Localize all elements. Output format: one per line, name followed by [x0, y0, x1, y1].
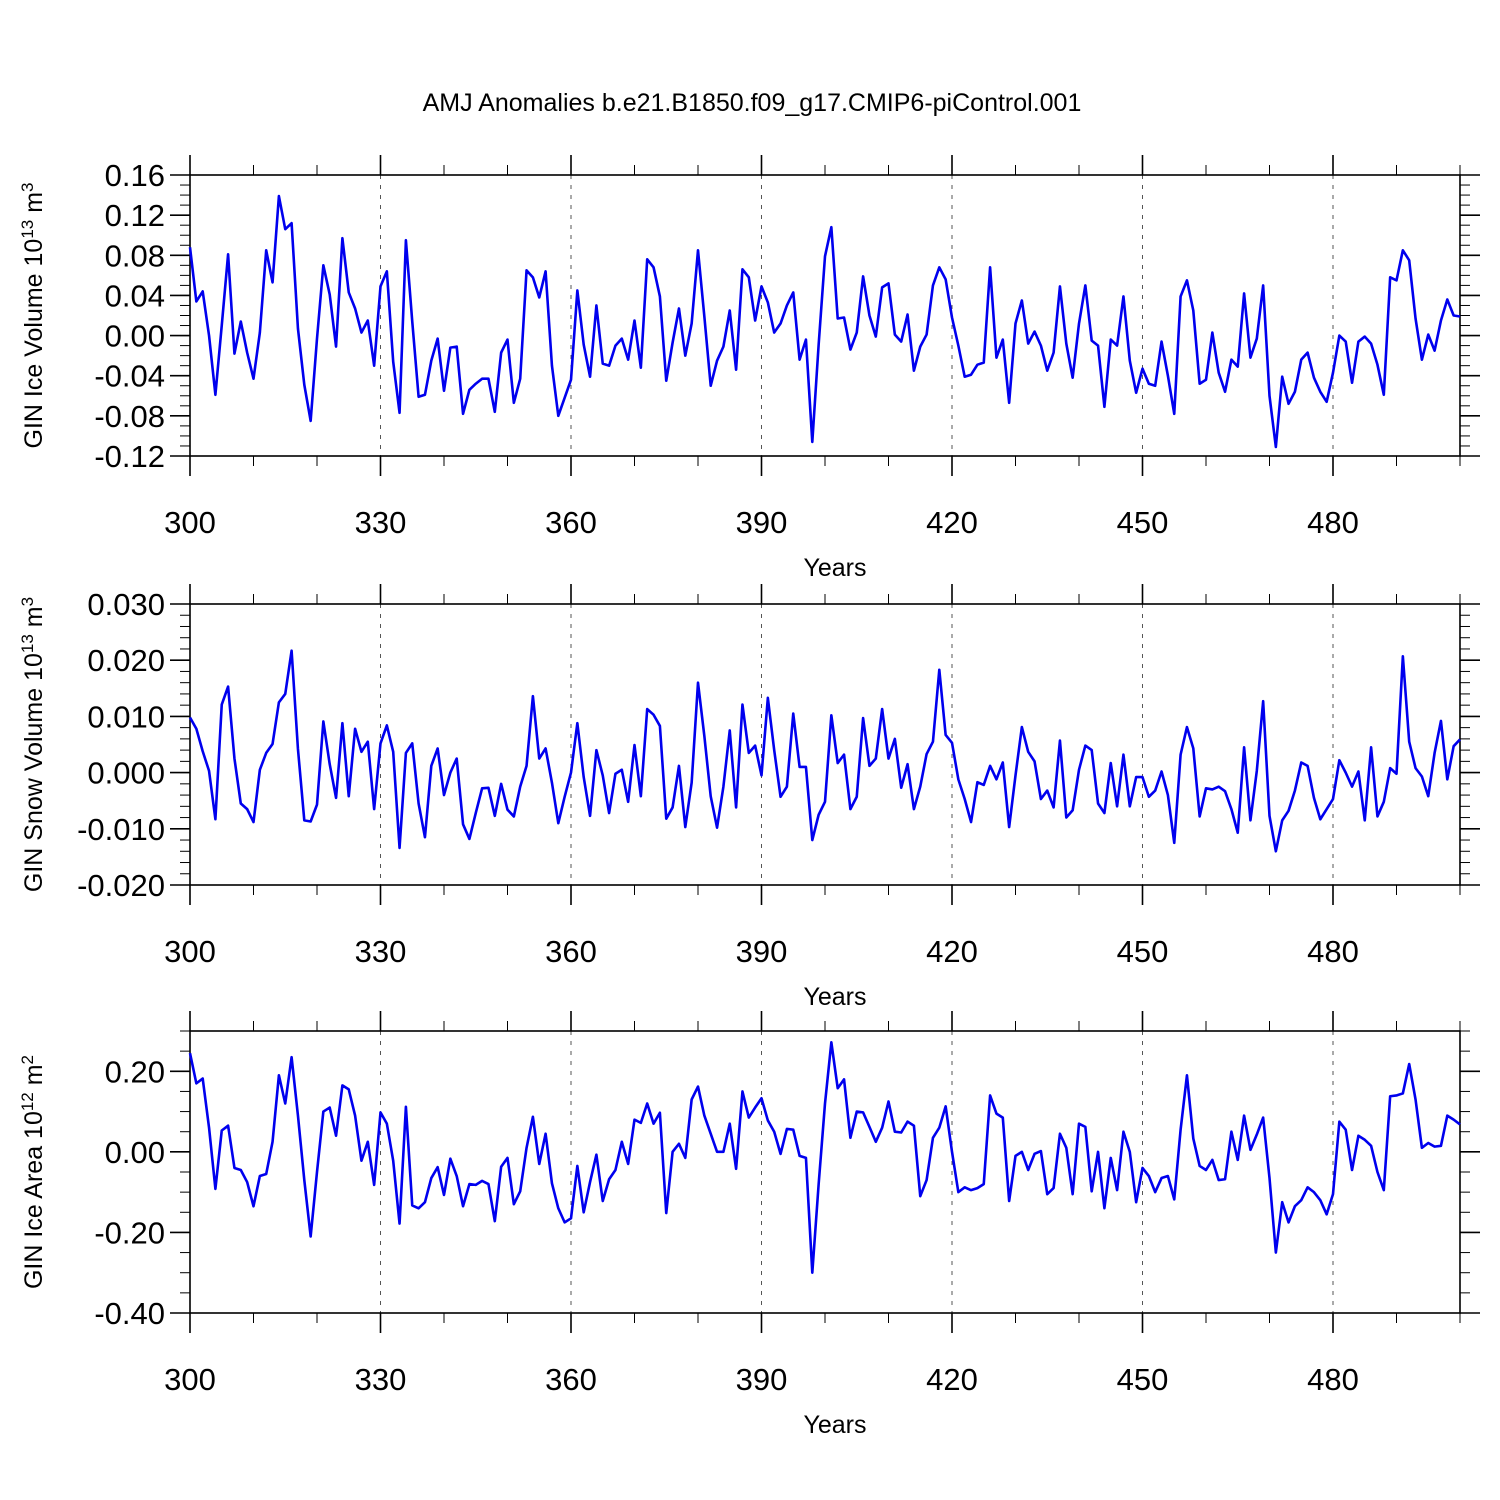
- x-tick-label: 390: [736, 1362, 788, 1397]
- y-axis-label: GIN Ice Volume 1013 m3: [18, 183, 49, 449]
- y-axis-label-superscript: 13: [18, 220, 37, 239]
- y-tick-label: 0.20: [105, 1054, 165, 1089]
- panel-ice-area: 300 330 360 390 420 450 480 -0.40 -0.20 0.00 0.20 Y…: [18, 1011, 1480, 1439]
- y-tick-label: -0.020: [77, 868, 165, 903]
- panel-ice-volume: 300 330 360 390 420 450 480 -0.12 -0.08 -0.04 0.00…: [18, 155, 1480, 582]
- y-axis-label-superscript: 3: [18, 597, 37, 606]
- x-axis-label: Years: [803, 554, 866, 582]
- y-tick-label: -0.20: [94, 1215, 165, 1250]
- series-line: [188, 1040, 1461, 1275]
- y-tick-label: 0.010: [87, 699, 165, 734]
- x-tick-label: 330: [355, 505, 407, 540]
- series-line: [188, 649, 1461, 853]
- y-axis-label-part: GIN Ice Area 10: [20, 1111, 48, 1289]
- panel-snow-volume: 300 330 360 390 420 450 480 -0.020 -0.010 0.000 0.…: [18, 584, 1480, 1011]
- y-tick-label: -0.04: [94, 359, 165, 394]
- x-tick-label: 450: [1117, 1362, 1169, 1397]
- y-axis-label-part: m: [20, 1064, 48, 1092]
- x-tick-label: 330: [355, 1362, 407, 1397]
- y-tick-label: 0.04: [105, 278, 165, 313]
- y-tick-label: -0.12: [94, 439, 165, 474]
- series-line: [188, 194, 1461, 449]
- y-axis-label-part: GIN Snow Volume 10: [20, 653, 48, 892]
- y-tick-label: 0.08: [105, 238, 165, 273]
- x-tick-label: 360: [545, 505, 597, 540]
- x-tick-label: 300: [164, 1362, 216, 1397]
- y-tick-label: 0.00: [105, 1135, 165, 1170]
- y-tick-label: 0.12: [105, 198, 165, 233]
- y-axis-label-superscript: 2: [18, 1055, 37, 1064]
- x-tick-label: 480: [1307, 934, 1359, 969]
- y-axis-label-part: GIN Ice Volume 10: [20, 239, 48, 449]
- x-tick-label: 480: [1307, 505, 1359, 540]
- x-tick-label: 450: [1117, 505, 1169, 540]
- y-tick-label: 0.000: [87, 756, 165, 791]
- x-tick-label: 420: [926, 505, 978, 540]
- y-tick-label: 0.00: [105, 319, 165, 354]
- y-axis-label: GIN Ice Area 1012 m2: [18, 1055, 49, 1289]
- y-axis-label-part: m: [20, 192, 48, 220]
- y-axis-label-superscript: 3: [18, 183, 37, 192]
- y-tick-label: -0.08: [94, 399, 165, 434]
- chart-title: AMJ Anomalies b.e21.B1850.f09_g17.CMIP6-…: [423, 89, 1082, 117]
- x-tick-label: 480: [1307, 1362, 1359, 1397]
- y-tick-label: 0.030: [87, 587, 165, 622]
- y-axis-label-part: m: [20, 606, 48, 634]
- x-tick-label: 360: [545, 934, 597, 969]
- y-axis-label-superscript: 12: [18, 1092, 37, 1111]
- y-tick-label: 0.020: [87, 643, 165, 678]
- y-axis-label-superscript: 13: [18, 634, 37, 653]
- x-tick-label: 360: [545, 1362, 597, 1397]
- x-tick-label: 300: [164, 934, 216, 969]
- x-tick-label: 420: [926, 1362, 978, 1397]
- x-tick-label: 420: [926, 934, 978, 969]
- x-tick-label: 450: [1117, 934, 1169, 969]
- y-tick-label: -0.40: [94, 1296, 165, 1331]
- x-tick-label: 330: [355, 934, 407, 969]
- x-tick-label: 300: [164, 505, 216, 540]
- y-axis-label: GIN Snow Volume 1013 m3: [18, 597, 49, 892]
- x-axis-label: Years: [803, 1411, 866, 1439]
- y-tick-label: -0.010: [77, 812, 165, 847]
- x-axis-label: Years: [803, 983, 866, 1011]
- x-tick-label: 390: [736, 505, 788, 540]
- x-tick-label: 390: [736, 934, 788, 969]
- y-tick-label: 0.16: [105, 158, 165, 193]
